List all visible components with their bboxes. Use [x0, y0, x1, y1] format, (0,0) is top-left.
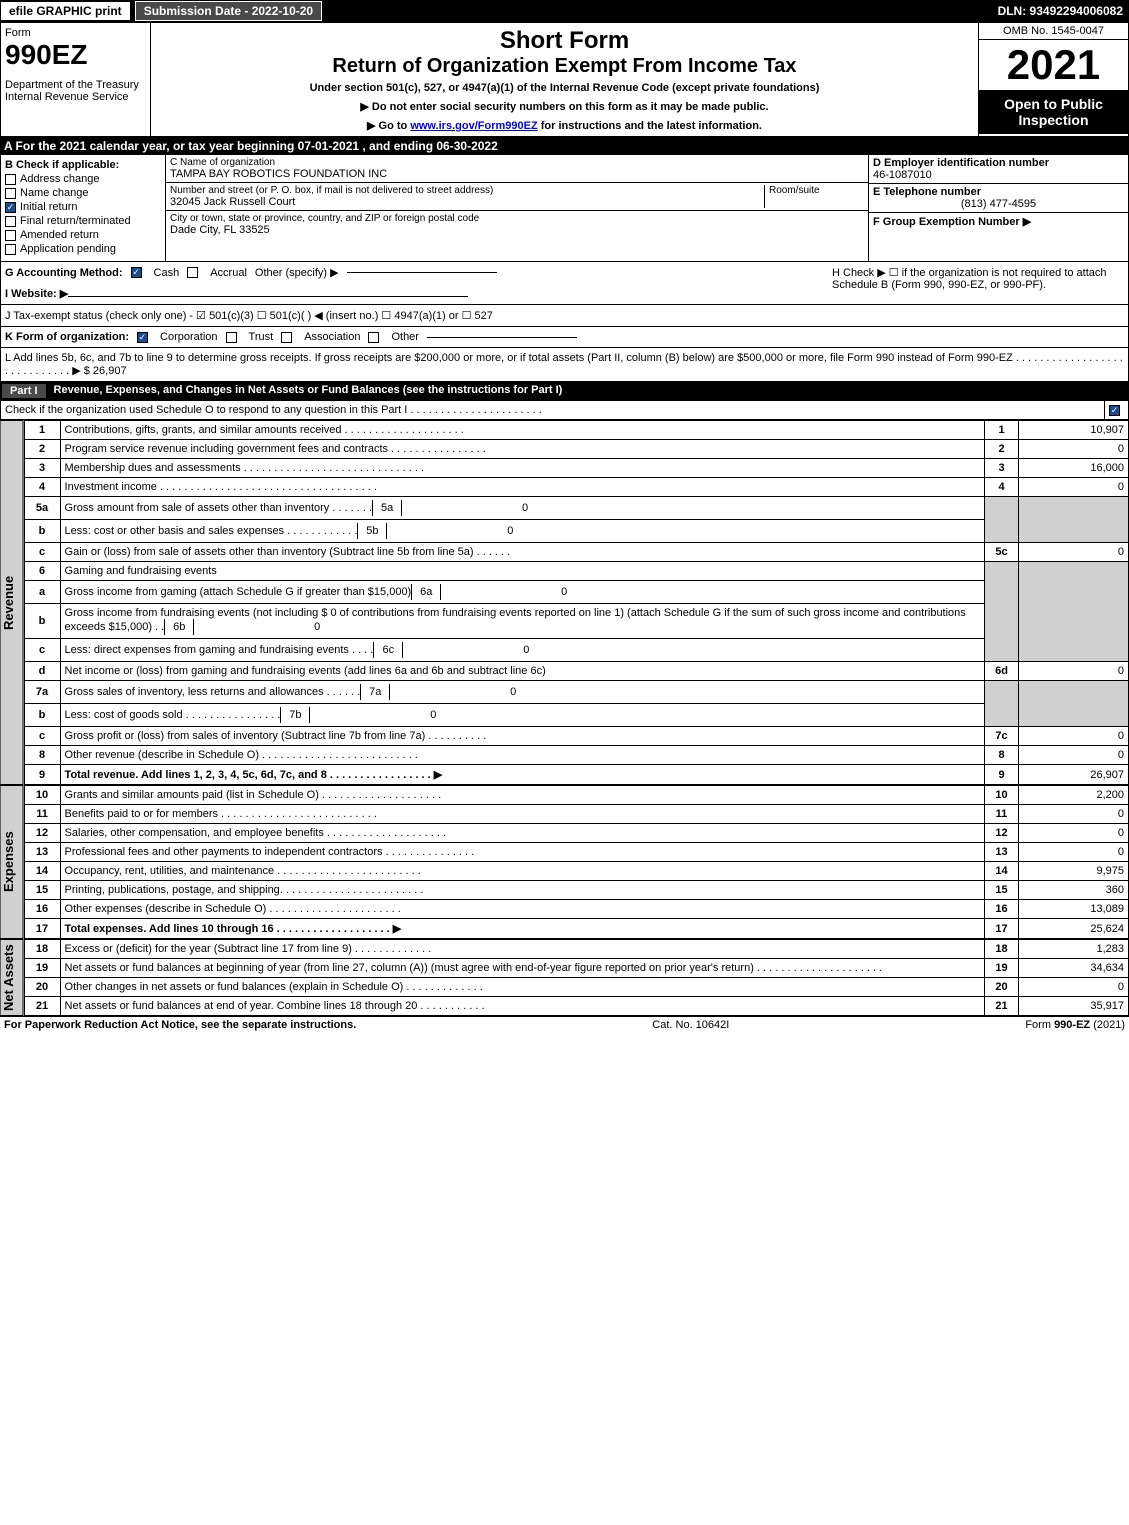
table-row: 14Occupancy, rent, utilities, and mainte… [24, 862, 1128, 881]
street-value: 32045 Jack Russell Court [170, 196, 764, 208]
no-ssn-text: ▶ Do not enter social security numbers o… [155, 100, 974, 113]
netassets-table: 18Excess or (deficit) for the year (Subt… [24, 939, 1129, 1016]
org-name: TAMPA BAY ROBOTICS FOUNDATION INC [170, 168, 864, 180]
table-row: 13Professional fees and other payments t… [24, 843, 1128, 862]
checkbox-amended-return[interactable]: Amended return [5, 229, 161, 241]
table-row: 20Other changes in net assets or fund ba… [24, 978, 1128, 997]
department-label: Department of the Treasury Internal Reve… [5, 79, 146, 103]
checkbox-address-change[interactable]: Address change [5, 173, 161, 185]
checkbox-schedule-o[interactable]: ✓ [1109, 405, 1120, 416]
row-gh-block: G Accounting Method: ✓Cash Accrual Other… [0, 262, 1129, 305]
form-header: Form 990EZ Department of the Treasury In… [0, 22, 1129, 137]
footer-center: Cat. No. 10642I [652, 1019, 729, 1031]
checkbox-application-pending[interactable]: Application pending [5, 243, 161, 255]
form-label: Form [5, 27, 146, 39]
row-a-bar: A For the 2021 calendar year, or tax yea… [0, 137, 1129, 155]
row-g: G Accounting Method: ✓Cash Accrual Other… [5, 266, 824, 279]
checkbox-corporation[interactable]: ✓ [137, 332, 148, 343]
section-b-label: B Check if applicable: [5, 159, 161, 171]
omb-number: OMB No. 1545-0047 [979, 23, 1128, 40]
footer-right: Form 990-EZ (2021) [1025, 1019, 1125, 1031]
table-row: aGross income from gaming (attach Schedu… [24, 581, 1128, 604]
table-row: 9Total revenue. Add lines 1, 2, 3, 4, 5c… [24, 765, 1128, 785]
table-row: 11Benefits paid to or for members . . . … [24, 805, 1128, 824]
street-label: Number and street (or P. O. box, if mail… [170, 185, 764, 196]
checkbox-final-return[interactable]: Final return/terminated [5, 215, 161, 227]
revenue-table: 1Contributions, gifts, grants, and simil… [24, 420, 1129, 785]
part-i-check-row: Check if the organization used Schedule … [0, 400, 1129, 420]
return-title: Return of Organization Exempt From Incom… [155, 55, 974, 78]
table-row: 10Grants and similar amounts paid (list … [24, 786, 1128, 805]
top-bar: efile GRAPHIC print Submission Date - 20… [0, 0, 1129, 22]
table-row: 17Total expenses. Add lines 10 through 1… [24, 919, 1128, 939]
open-public-badge: Open to Public Inspection [979, 90, 1128, 134]
part-i-header: Part I Revenue, Expenses, and Changes in… [0, 382, 1129, 400]
table-row: bLess: cost of goods sold . . . . . . . … [24, 704, 1128, 727]
goto-text: ▶ Go to www.irs.gov/Form990EZ for instru… [155, 119, 974, 132]
dln-label: DLN: 93492294006082 [998, 4, 1129, 18]
table-row: cLess: direct expenses from gaming and f… [24, 639, 1128, 662]
city-value: Dade City, FL 33525 [170, 224, 864, 236]
table-row: 19Net assets or fund balances at beginni… [24, 959, 1128, 978]
table-row: 8Other revenue (describe in Schedule O) … [24, 746, 1128, 765]
phone-label: E Telephone number [873, 186, 1124, 198]
table-row: 1Contributions, gifts, grants, and simil… [24, 421, 1128, 440]
table-row: 2Program service revenue including gover… [24, 440, 1128, 459]
table-row: dNet income or (loss) from gaming and fu… [24, 662, 1128, 681]
ein-label: D Employer identification number [873, 157, 1124, 169]
row-k: K Form of organization: ✓Corporation Tru… [0, 327, 1129, 348]
table-row: 12Salaries, other compensation, and empl… [24, 824, 1128, 843]
table-row: 6Gaming and fundraising events [24, 562, 1128, 581]
table-row: 16Other expenses (describe in Schedule O… [24, 900, 1128, 919]
short-form-title: Short Form [155, 27, 974, 55]
checkbox-association[interactable] [281, 332, 292, 343]
revenue-side-label: Revenue [0, 420, 24, 785]
table-row: 3Membership dues and assessments . . . .… [24, 459, 1128, 478]
table-row: cGain or (loss) from sale of assets othe… [24, 543, 1128, 562]
netassets-side-label: Net Assets [0, 939, 24, 1016]
row-l: L Add lines 5b, 6c, and 7b to line 9 to … [0, 348, 1129, 382]
table-row: 4Investment income . . . . . . . . . . .… [24, 478, 1128, 497]
ein-value: 46-1087010 [873, 169, 1124, 181]
table-row: 15Printing, publications, postage, and s… [24, 881, 1128, 900]
section-bc: B Check if applicable: Address change Na… [0, 155, 1129, 262]
footer-left: For Paperwork Reduction Act Notice, see … [4, 1019, 356, 1031]
row-j: J Tax-exempt status (check only one) - ☑… [0, 305, 1129, 327]
form-number: 990EZ [5, 39, 146, 71]
table-row: cGross profit or (loss) from sales of in… [24, 727, 1128, 746]
checkbox-trust[interactable] [226, 332, 237, 343]
row-h: H Check ▶ ☐ if the organization is not r… [824, 266, 1124, 300]
checkbox-accrual[interactable] [187, 267, 198, 278]
table-row: 18Excess or (deficit) for the year (Subt… [24, 940, 1128, 959]
table-row: bLess: cost or other basis and sales exp… [24, 520, 1128, 543]
room-label: Room/suite [769, 185, 864, 196]
submission-date-button[interactable]: Submission Date - 2022-10-20 [135, 1, 322, 21]
table-row: bGross income from fundraising events (n… [24, 604, 1128, 639]
table-row: 7aGross sales of inventory, less returns… [24, 681, 1128, 704]
efile-print-button[interactable]: efile GRAPHIC print [0, 1, 131, 21]
org-name-label: C Name of organization [170, 157, 864, 168]
irs-link[interactable]: www.irs.gov/Form990EZ [410, 120, 537, 132]
group-exemption-label: F Group Exemption Number ▶ [873, 215, 1124, 228]
checkbox-name-change[interactable]: Name change [5, 187, 161, 199]
expenses-side-label: Expenses [0, 785, 24, 939]
row-i: I Website: ▶ [5, 287, 824, 300]
expenses-table: 10Grants and similar amounts paid (list … [24, 785, 1129, 939]
table-row: 21Net assets or fund balances at end of … [24, 997, 1128, 1016]
checkbox-other-org[interactable] [368, 332, 379, 343]
tax-year: 2021 [979, 40, 1128, 90]
phone-value: (813) 477-4595 [873, 198, 1124, 210]
table-row: 5aGross amount from sale of assets other… [24, 497, 1128, 520]
checkbox-cash[interactable]: ✓ [131, 267, 142, 278]
under-section-text: Under section 501(c), 527, or 4947(a)(1)… [155, 82, 974, 94]
footer: For Paperwork Reduction Act Notice, see … [0, 1016, 1129, 1033]
city-label: City or town, state or province, country… [170, 213, 864, 224]
checkbox-initial-return[interactable]: ✓Initial return [5, 201, 161, 213]
